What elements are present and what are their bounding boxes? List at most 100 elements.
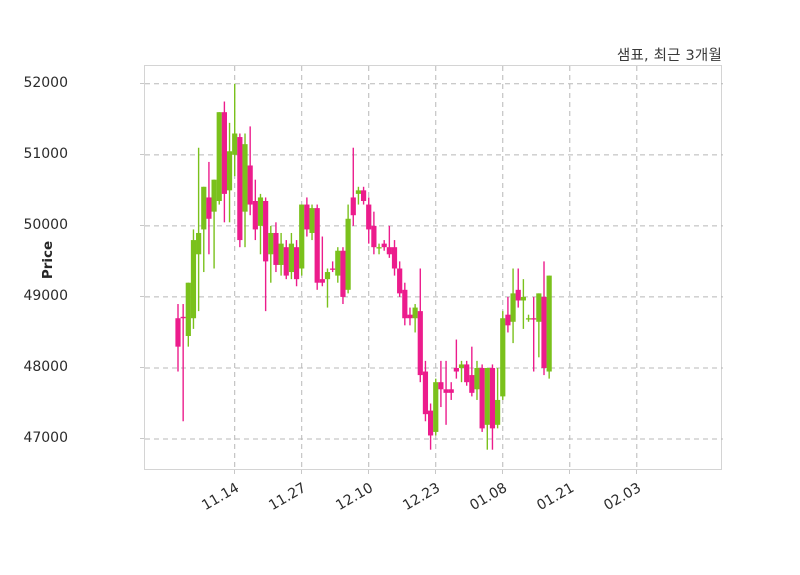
- candle-body: [309, 208, 315, 233]
- candle: [221, 101, 227, 223]
- candle-body: [350, 197, 356, 216]
- x-tick-mark: [434, 470, 436, 474]
- x-tick-mark: [300, 470, 302, 474]
- candle-body: [247, 165, 253, 205]
- candle: [226, 122, 233, 223]
- candle: [252, 179, 258, 241]
- candle-body: [304, 204, 310, 230]
- x-tick-mark: [367, 470, 369, 474]
- chart-title: 샘표, 최근 3개월: [616, 48, 722, 64]
- candle: [531, 296, 537, 372]
- candle: [495, 367, 501, 429]
- candle: [391, 240, 398, 276]
- candle-body: [299, 204, 305, 269]
- candle-body: [453, 367, 459, 372]
- candle-body: [319, 279, 325, 283]
- candle-body: [495, 399, 501, 425]
- candle: [180, 304, 186, 422]
- candle-body: [531, 318, 537, 320]
- candle: [510, 268, 516, 344]
- candle-body: [283, 247, 289, 276]
- candle: [288, 232, 295, 280]
- candle-body: [252, 201, 258, 230]
- candle-body: [273, 232, 279, 265]
- y-tick-mark: [140, 82, 144, 84]
- candle: [505, 296, 511, 333]
- candle-body: [458, 364, 465, 368]
- candle-body: [314, 208, 320, 283]
- candle-body: [525, 318, 532, 320]
- y-tick-mark: [140, 224, 144, 226]
- candle-body: [257, 197, 264, 226]
- y-tick-mark: [140, 295, 144, 297]
- candle-body: [397, 268, 403, 294]
- candle: [474, 360, 480, 400]
- candle: [489, 364, 496, 450]
- candle-body: [242, 144, 248, 212]
- candle-body: [278, 243, 284, 265]
- candle-body: [237, 137, 243, 241]
- candle-body: [541, 296, 547, 368]
- x-tick-label: 11.27: [265, 480, 309, 514]
- candle-body: [484, 367, 490, 425]
- candle: [515, 268, 521, 308]
- candle-body: [180, 316, 186, 319]
- candle: [242, 133, 248, 248]
- x-tick-label: 12.10: [333, 480, 376, 514]
- x-tick-label: 11.14: [198, 480, 242, 514]
- candle: [206, 161, 212, 255]
- candle-body: [340, 250, 346, 297]
- candle: [273, 222, 279, 273]
- candle-body: [407, 314, 413, 319]
- candle: [211, 179, 217, 269]
- candle: [453, 339, 459, 379]
- x-tick-mark: [501, 470, 503, 474]
- candle-body: [324, 272, 331, 280]
- candle: [190, 229, 197, 329]
- candle: [330, 261, 336, 273]
- candle: [464, 360, 470, 386]
- candle-body: [185, 282, 191, 336]
- plot-area: [144, 65, 723, 471]
- candle-body: [515, 289, 521, 301]
- x-tick-label: 01.08: [467, 480, 510, 514]
- candle-body: [360, 190, 367, 201]
- candle: [422, 360, 429, 422]
- candle: [458, 360, 465, 383]
- candle: [469, 346, 475, 397]
- candle: [278, 232, 284, 276]
- candle: [355, 186, 362, 205]
- x-tick-mark: [635, 470, 637, 474]
- y-tick-mark: [140, 438, 144, 440]
- candle: [247, 126, 253, 216]
- candle-body: [386, 247, 392, 255]
- candle: [309, 204, 315, 241]
- candle-body: [345, 218, 351, 290]
- candle: [484, 367, 490, 450]
- candle-body: [474, 367, 480, 390]
- candle: [345, 204, 351, 294]
- candle-body: [366, 204, 372, 230]
- candle: [386, 225, 392, 258]
- y-gridlines: [145, 83, 723, 440]
- candle: [201, 186, 207, 273]
- candle: [283, 240, 289, 280]
- candle-body: [221, 112, 227, 194]
- candle-body: [288, 243, 295, 273]
- candle: [360, 186, 367, 205]
- candle-body: [232, 133, 238, 155]
- y-tick-label: 52000: [23, 74, 68, 91]
- candle: [350, 147, 356, 226]
- candlestick-canvas: [145, 66, 723, 471]
- candle: [237, 133, 243, 248]
- candle-body: [201, 186, 207, 230]
- candle-body: [175, 318, 181, 347]
- candle-series: [175, 83, 552, 450]
- candle-body: [443, 389, 449, 393]
- candle-body: [464, 364, 470, 383]
- candle: [185, 282, 191, 347]
- candle-body: [427, 410, 434, 436]
- candle: [366, 197, 372, 244]
- candle: [324, 268, 331, 308]
